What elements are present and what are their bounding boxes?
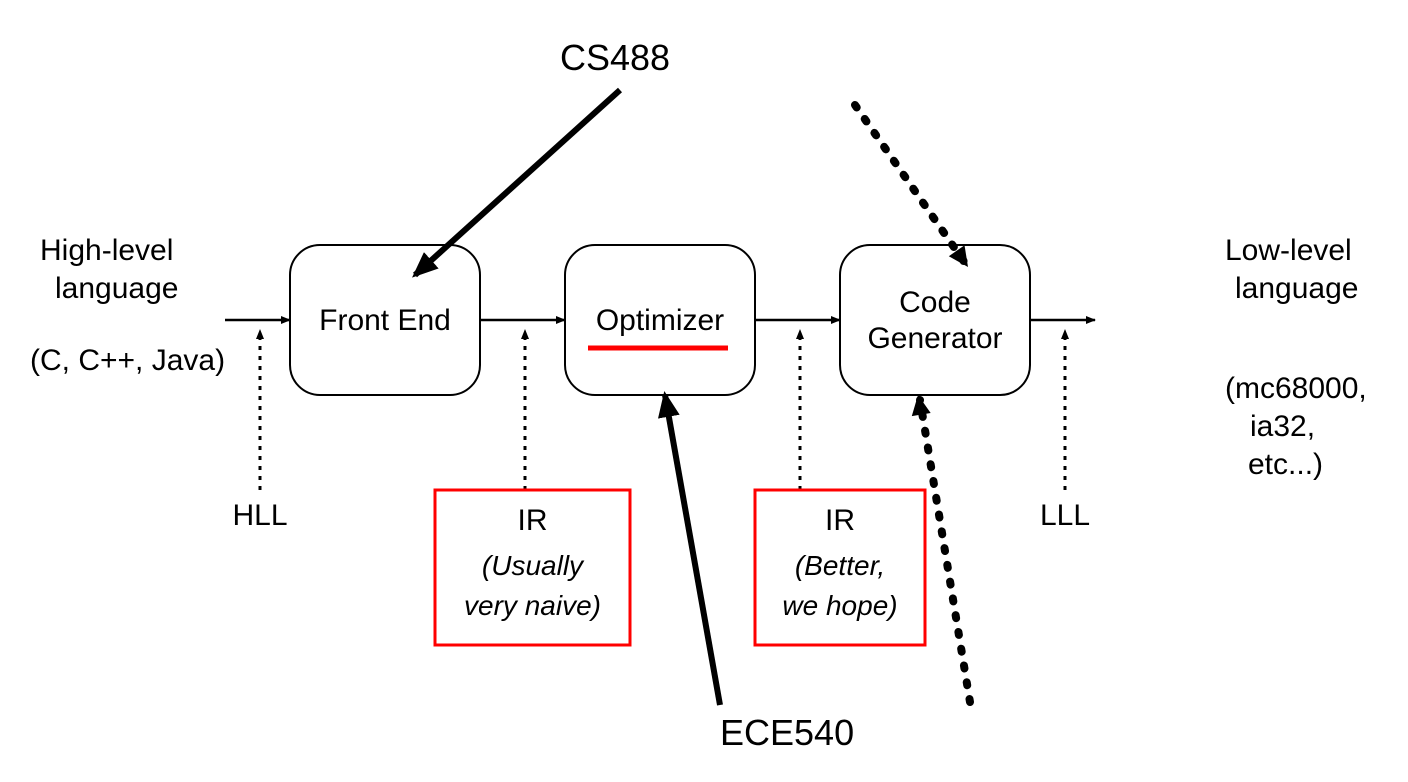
dotted-arrow-top-to-codegen xyxy=(855,105,968,267)
cs488-label: CS488 xyxy=(560,37,670,78)
ir2-title: IR xyxy=(825,504,855,537)
ir2-sub2: we hope) xyxy=(782,590,897,621)
ir2-annotation: IR (Better, we hope) xyxy=(755,490,925,645)
hll-line2: language xyxy=(55,272,178,305)
ir1-sub1: (Usually xyxy=(482,550,585,581)
front-end-label: Front End xyxy=(319,304,451,337)
lll-line3: (mc68000, xyxy=(1225,372,1367,405)
ir1-annotation: IR (Usually very naive) xyxy=(435,490,630,645)
ir2-sub1: (Better, xyxy=(795,550,885,581)
code-generator-box: Code Generator xyxy=(840,245,1030,395)
hll-line1: High-level xyxy=(40,234,173,267)
hll-line3: (C, C++, Java) xyxy=(30,344,225,377)
lll-line2: language xyxy=(1235,272,1358,305)
lll-line1: Low-level xyxy=(1225,234,1352,267)
ir1-sub2: very naive) xyxy=(464,590,601,621)
optimizer-label: Optimizer xyxy=(596,304,724,337)
output-label: Low-level language (mc68000, ia32, etc..… xyxy=(1225,234,1367,481)
code-gen-label-1: Code xyxy=(899,286,971,319)
lll-line5: etc...) xyxy=(1248,448,1323,481)
code-gen-label-2: Generator xyxy=(867,322,1002,355)
ece540-arrow xyxy=(665,395,720,705)
dotted-arrow-bottom-to-codegen xyxy=(912,395,970,702)
lll-annotation: LLL xyxy=(1040,499,1090,532)
optimizer-box: Optimizer xyxy=(565,245,755,395)
compiler-pipeline-diagram: High-level language (C, C++, Java) Low-l… xyxy=(0,0,1408,782)
ece540-label: ECE540 xyxy=(720,712,854,753)
ir1-title: IR xyxy=(518,504,548,537)
lll-line4: ia32, xyxy=(1250,410,1315,443)
input-label: High-level language (C, C++, Java) xyxy=(30,234,225,377)
hll-annotation: HLL xyxy=(232,499,287,532)
front-end-box: Front End xyxy=(290,245,480,395)
